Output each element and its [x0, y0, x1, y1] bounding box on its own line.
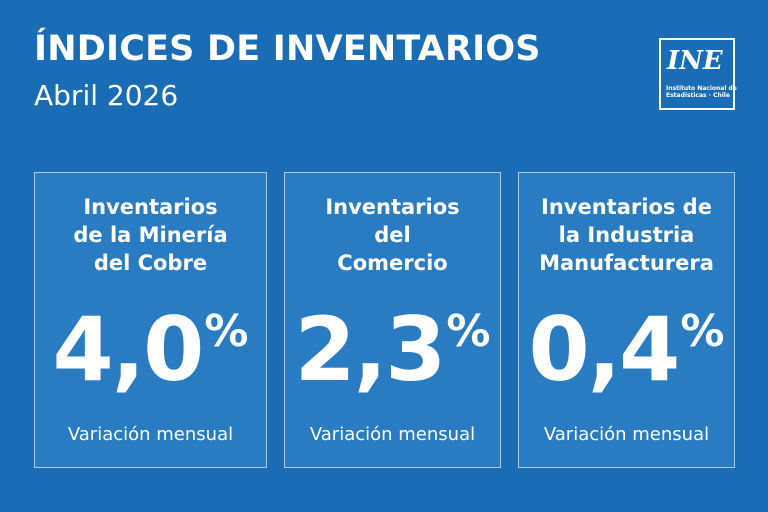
- value-number: 2,3: [294, 298, 447, 401]
- card-value: 2,3%: [285, 305, 500, 395]
- card-label: Inventarios de la Industria Manufacturer…: [519, 193, 734, 277]
- card-label: Inventarios del Comercio: [285, 193, 500, 277]
- card-label: Inventarios de la Minería del Cobre: [35, 193, 266, 277]
- card-caption: Variación mensual: [67, 424, 234, 445]
- card-label-line: del: [374, 223, 411, 247]
- card-label-line: del Cobre: [93, 251, 208, 275]
- ine-logo-caption: Instituto Nacional de Estadísticas · Chi…: [666, 85, 737, 99]
- value-number: 0,4: [528, 298, 681, 401]
- card-label-line: Comercio: [337, 251, 448, 275]
- value-number: 4,0: [52, 298, 205, 401]
- ine-logo-caption-line: Estadísticas · Chile: [666, 92, 730, 99]
- card-label-line: Inventarios: [325, 195, 460, 219]
- card-label-line: Inventarios de: [541, 195, 712, 219]
- card-value: 4,0%: [35, 305, 266, 395]
- card-label-line: de la Minería: [73, 223, 228, 247]
- card-label-line: la Industria: [558, 223, 695, 247]
- card-value: 0,4%: [519, 305, 734, 395]
- percent-unit: %: [204, 306, 249, 357]
- card-industria-manufacturera: Inventarios de la Industria Manufacturer…: [518, 172, 735, 468]
- ine-logo-mark: INE: [667, 46, 723, 76]
- page-title: ÍNDICES DE INVENTARIOS: [34, 29, 541, 69]
- percent-unit: %: [446, 306, 491, 357]
- card-comercio: Inventarios del Comercio 2,3% Variación …: [284, 172, 501, 468]
- card-caption: Variación mensual: [543, 424, 710, 445]
- card-label-line: Manufacturera: [539, 251, 714, 275]
- ine-logo-caption-line: Instituto Nacional de: [666, 85, 737, 92]
- card-label-line: Inventarios: [83, 195, 218, 219]
- percent-unit: %: [680, 306, 725, 357]
- ine-logo: INE Instituto Nacional de Estadísticas ·…: [659, 38, 737, 110]
- page-subtitle: Abril 2026: [34, 79, 179, 112]
- card-caption: Variación mensual: [309, 424, 476, 445]
- card-mineria-cobre: Inventarios de la Minería del Cobre 4,0%…: [34, 172, 267, 468]
